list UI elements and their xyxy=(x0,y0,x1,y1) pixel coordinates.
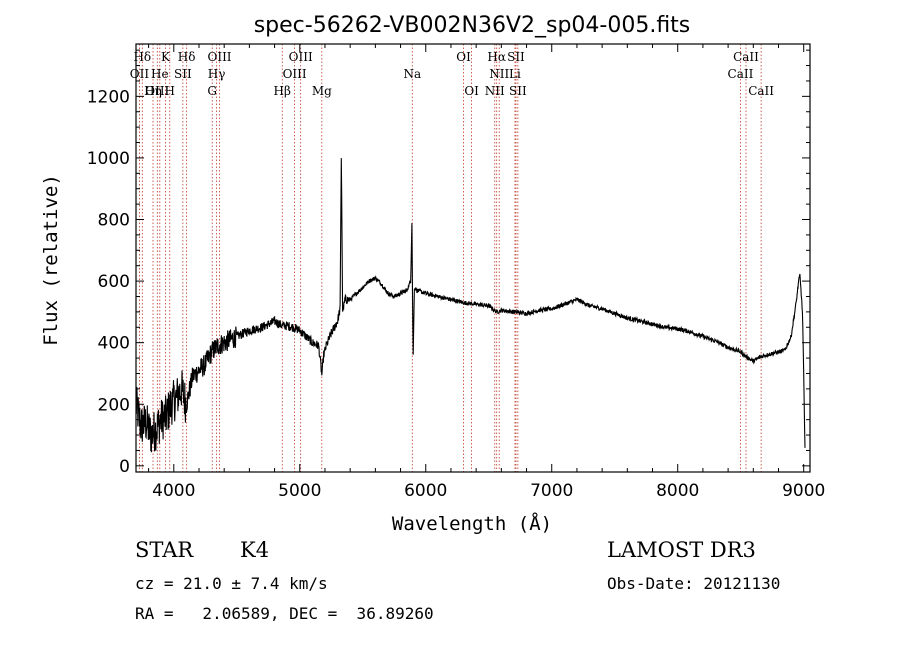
spectral-line-label: OIII xyxy=(145,84,169,98)
x-axis-ticks: 4000 5000 6000 7000 8000 9000 xyxy=(148,44,825,501)
plot-frame xyxy=(135,43,811,473)
y-tick-label: 200 xyxy=(98,395,130,415)
spectral-line-markers xyxy=(139,44,762,472)
spectral-line-label: OI xyxy=(456,50,471,64)
spectral-line-label: Hδ xyxy=(133,50,151,64)
spectrum-line xyxy=(135,158,806,453)
y-tick-label: 800 xyxy=(98,211,130,231)
spectral-line-label: OIII xyxy=(207,50,231,64)
object-class: STAR xyxy=(135,538,194,562)
sky-coordinates: RA = 2.06589, DEC = 36.89260 xyxy=(135,604,434,623)
spectral-line-label: SII xyxy=(509,84,527,98)
x-tick-label: 9000 xyxy=(782,481,825,501)
redshift-velocity: cz = 21.0 ± 7.4 km/s xyxy=(135,574,328,593)
x-tick-label: 4000 xyxy=(152,481,195,501)
spectral-line-label: CaII xyxy=(728,67,754,81)
spectral-line-label: Li xyxy=(509,67,521,81)
chart-title: spec-56262-VB002N36V2_sp04-005.fits xyxy=(254,13,691,38)
spectral-line-label: OI xyxy=(464,84,479,98)
y-axis-ticks: 0 200 400 600 800 1000 1200 xyxy=(87,49,810,477)
x-tick-label: 5000 xyxy=(278,481,321,501)
y-tick-label: 400 xyxy=(98,334,130,354)
spectral-line-label: OIII xyxy=(283,67,307,81)
y-tick-label: 600 xyxy=(98,272,130,292)
spectral-line-label: Hβ xyxy=(274,84,291,98)
spectral-line-label: NII xyxy=(489,67,509,81)
y-tick-label: 1200 xyxy=(87,87,130,107)
x-tick-label: 8000 xyxy=(656,481,699,501)
spectral-line-label: G xyxy=(207,84,217,98)
spectral-line-label: CaII xyxy=(733,50,759,64)
spectral-line-label: SII xyxy=(174,67,192,81)
spectral-line-label: H xyxy=(165,84,175,98)
spectral-line-label: CaII xyxy=(748,84,774,98)
spectral-line-label: Hα xyxy=(487,50,506,64)
spectral-line-label: Hδ xyxy=(178,50,196,64)
spectral-line-label: K xyxy=(161,50,171,64)
y-tick-label: 0 xyxy=(119,457,130,477)
spectral-line-label: NII xyxy=(485,84,505,98)
spectral-line-label: He xyxy=(151,67,169,81)
spectral-line-label: OIII xyxy=(289,50,313,64)
spectral-line-label: Hγ xyxy=(208,67,226,81)
observation-date: Obs-Date: 20121130 xyxy=(607,574,781,593)
spectral-line-label: Mg xyxy=(312,84,332,98)
y-axis-label: Flux (relative) xyxy=(40,174,62,346)
x-axis-label: Wavelength (Å) xyxy=(392,512,552,535)
spectral-line-label: OII xyxy=(130,67,150,81)
x-tick-label: 6000 xyxy=(404,481,447,501)
object-subclass: K4 xyxy=(240,538,270,562)
x-tick-label: 7000 xyxy=(530,481,573,501)
spectral-line-label: Hη xyxy=(144,84,162,98)
y-tick-label: 1000 xyxy=(87,149,130,169)
survey-name: LAMOST DR3 xyxy=(607,538,756,562)
spectral-line-label: Na xyxy=(403,67,421,81)
spectral-line-label: SII xyxy=(507,50,525,64)
